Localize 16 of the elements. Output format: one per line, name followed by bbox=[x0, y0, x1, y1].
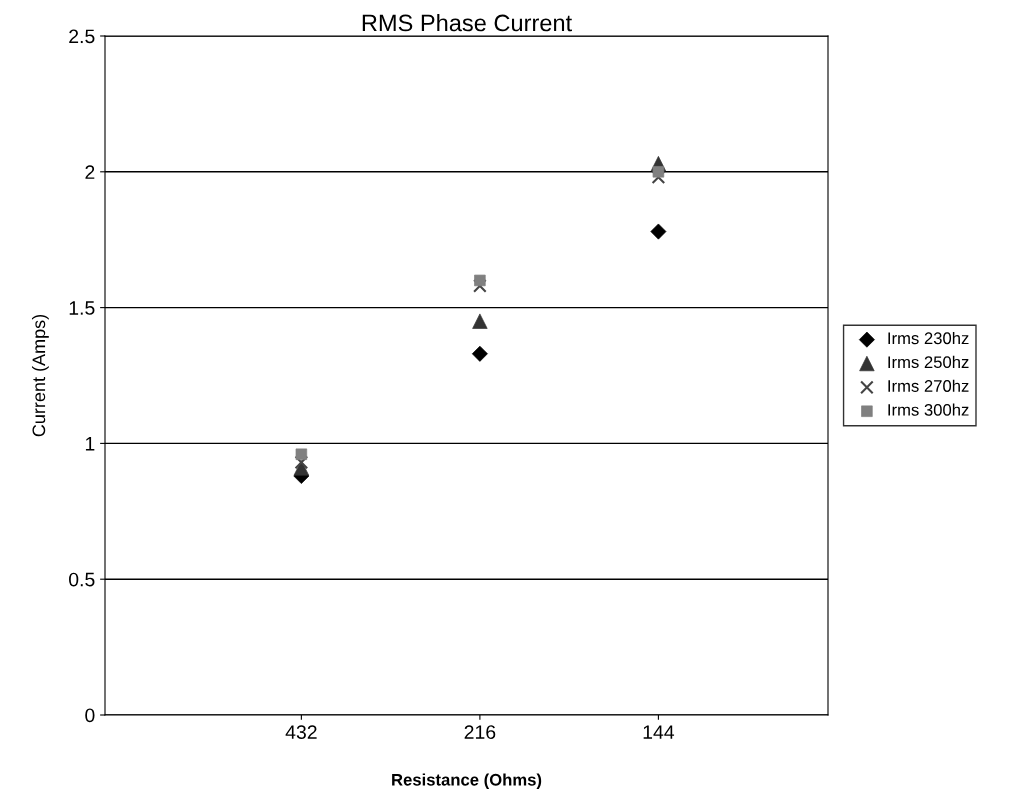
y-tick-label: 1.5 bbox=[69, 301, 95, 315]
y-tick-label: 2.5 bbox=[69, 29, 95, 44]
chart-title: RMS Phase Current bbox=[362, 13, 572, 32]
x-tick-label: 432 bbox=[285, 725, 317, 739]
legend-label: Irms 300hz bbox=[888, 403, 969, 416]
legend-label: Irms 250hz bbox=[888, 355, 969, 369]
y-tick-label: 2 bbox=[85, 165, 95, 179]
y-tick-label: 0 bbox=[85, 708, 95, 723]
y-tick-label: 1 bbox=[85, 437, 95, 451]
y-tick-label: 0.5 bbox=[69, 572, 95, 587]
legend-label: Irms 230hz bbox=[888, 331, 969, 345]
x-tick-label: 144 bbox=[643, 725, 675, 739]
x-axis-title: Resistance (Ohms) bbox=[392, 773, 542, 789]
legend-label: Irms 270hz bbox=[888, 379, 969, 392]
y-axis-title: Current (Amps) bbox=[31, 314, 49, 437]
x-tick-label: 216 bbox=[464, 725, 496, 739]
